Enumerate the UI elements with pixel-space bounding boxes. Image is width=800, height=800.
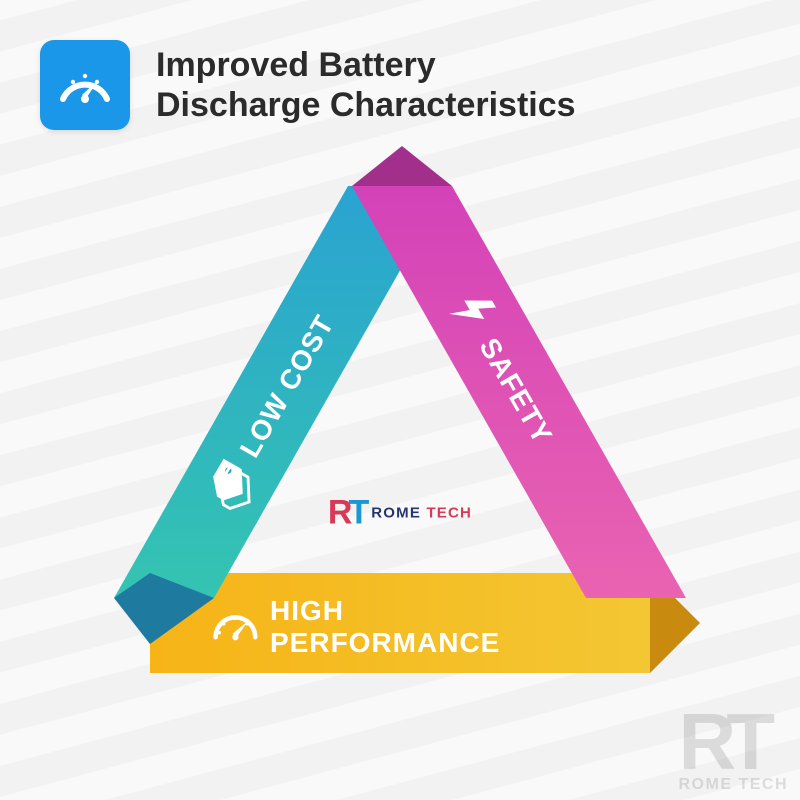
title-line-2: Discharge Characteristics (156, 85, 576, 125)
page-title: Improved Battery Discharge Characteristi… (156, 45, 576, 125)
watermark-text: ROME TECH (679, 778, 789, 792)
logo-text-2: TECH (426, 504, 472, 521)
gauge-icon (40, 40, 130, 130)
header: Improved Battery Discharge Characteristi… (0, 0, 800, 130)
watermark-mark: RT (679, 706, 789, 778)
label-high: HIGH (270, 595, 344, 626)
logo-mark: RT (328, 493, 365, 532)
center-logo: RT ROME TECH (328, 493, 472, 532)
logo-text-1: ROME (371, 504, 421, 521)
watermark: RT ROME TECH (679, 706, 789, 792)
logo-text: ROME TECH (371, 504, 472, 521)
title-line-1: Improved Battery (156, 45, 576, 85)
label-performance: PERFORMANCE (270, 627, 500, 658)
triangle-infographic: HIGH PERFORMANCE LOW COST (90, 178, 710, 718)
